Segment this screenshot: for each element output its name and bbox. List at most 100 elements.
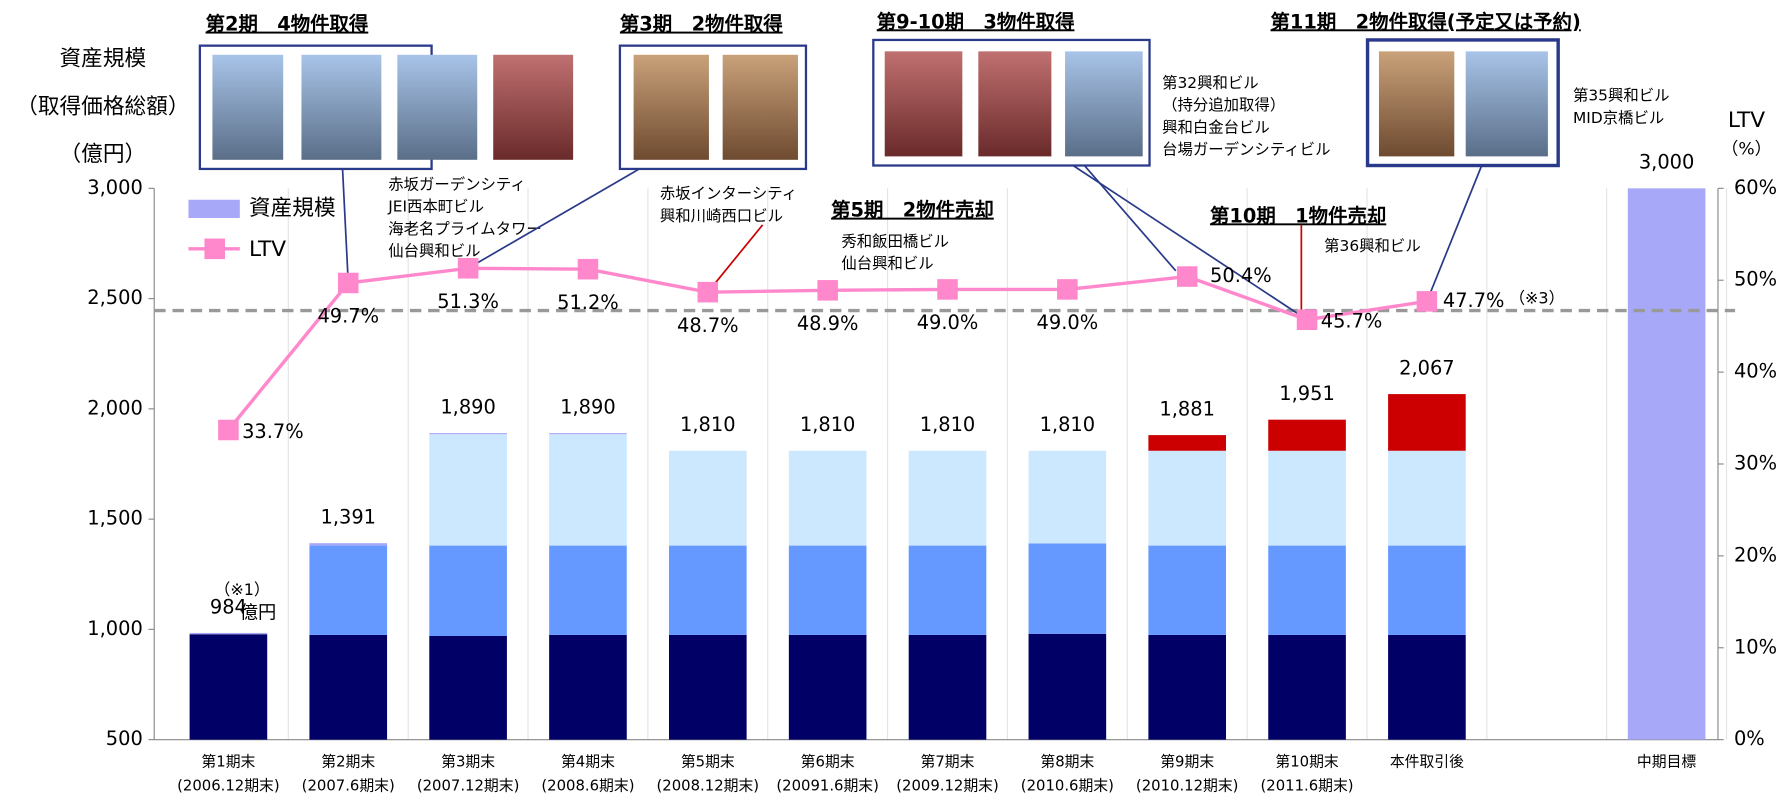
annotation-title: 第10期 1物件売却 [1210, 204, 1386, 227]
x-tick-sublabel: (2006.12期末) [177, 777, 280, 794]
x-tick-sublabel: (2008.6期末) [541, 777, 634, 794]
bar-segment [1028, 543, 1107, 634]
ltv-label: 49.7% [317, 305, 379, 328]
x-tick-sublabel: (2010.6期末) [1021, 777, 1114, 794]
total-label: 2,067 [1399, 356, 1455, 379]
x-tick-label: 第7期末 [921, 752, 975, 770]
connector [1426, 165, 1483, 302]
ltv-label: 48.7% [677, 314, 739, 337]
bar-segment [1627, 188, 1706, 740]
total-label: 1,810 [920, 413, 976, 436]
x-tick-label: 中期目標 [1637, 753, 1696, 770]
bar-segment [1268, 545, 1346, 635]
y2-axis-title: （%） [1721, 140, 1771, 160]
ltv-label: 47.7% [1443, 289, 1505, 312]
annotation-title: 第9-10期 3物件取得 [877, 10, 1075, 33]
bar-segment [429, 433, 507, 435]
ltv-label: 48.9% [797, 312, 859, 335]
x-tick-label: 第8期末 [1040, 752, 1094, 770]
annotation-line: 赤坂ガーデンシティ [388, 174, 526, 193]
x-tick-sublabel: (2008.12期末) [657, 777, 760, 794]
y2-tick-label: 60% [1734, 176, 1777, 199]
bar-segment [309, 545, 388, 635]
annotation-line: 第36興和ビル [1324, 237, 1421, 255]
total-label: 1,951 [1279, 382, 1335, 405]
bar-segment [908, 634, 987, 740]
x-tick-label: 第6期末 [801, 752, 855, 770]
x-tick-sublabel: (20091.6期末) [776, 777, 879, 794]
x-tick-label: 第5期末 [681, 752, 735, 770]
bar-segment [1148, 435, 1227, 451]
annotation-line: JEI西本町ビル [387, 198, 484, 216]
bar-segment [1028, 450, 1107, 544]
y-axis-title: （取得価格総額） [16, 94, 189, 119]
bar-segment [549, 634, 627, 740]
bar-segment [189, 632, 268, 635]
bar-segment [788, 545, 867, 635]
y-tick-label: 3,000 [87, 176, 143, 199]
annotation-line: 海老名プライムタワー [388, 220, 542, 238]
ltv-marker [697, 281, 719, 303]
legend-label: 資産規模 [249, 196, 336, 221]
bar-segment [1388, 634, 1466, 740]
annotation-line: 仙台興和ビル [388, 242, 480, 260]
photo-box-extra [397, 54, 478, 160]
ltv-note: （※3） [1509, 289, 1564, 308]
annotation-line: 第32興和ビル [1162, 74, 1259, 92]
annotation-line: MID京橋ビル [1573, 109, 1664, 127]
ltv-label: 49.0% [917, 311, 979, 334]
bar-segment [1148, 450, 1227, 546]
bar-segment [1388, 394, 1466, 451]
ltv-marker [1057, 279, 1078, 300]
ltv-marker [937, 279, 958, 300]
y2-tick-label: 30% [1734, 451, 1777, 474]
bar-segment [549, 433, 627, 435]
legend: 資産規模 LTV [188, 196, 336, 262]
ltv-marker [457, 258, 479, 279]
ltv-marker [1176, 266, 1198, 287]
y2-tick-label: 20% [1734, 543, 1777, 566]
x-tick-label: 第2期末 [321, 752, 375, 770]
annotation-line: （持分追加取得） [1162, 96, 1285, 114]
ltv-marker [1416, 291, 1438, 312]
y2-tick-label: 10% [1734, 635, 1777, 658]
total-note: （※1） [214, 580, 269, 599]
bar-segment [668, 634, 747, 740]
photo [493, 54, 574, 160]
y-tick-label: 1,000 [87, 617, 143, 640]
bar-segment [908, 450, 987, 546]
y-tick-label: 2,000 [87, 396, 143, 419]
total-label: 1,810 [1040, 413, 1096, 436]
total-label: 3,000 [1639, 151, 1695, 174]
total-label: 1,810 [680, 413, 736, 436]
bar-segment [668, 545, 747, 635]
x-tick-sublabel: (2010.12期末) [1136, 777, 1239, 794]
ltv-label: 33.7% [242, 420, 304, 443]
bar-segment [1268, 419, 1346, 451]
total-unit: 億円 [240, 603, 277, 624]
ltv-label: 50.4% [1210, 264, 1272, 287]
bar-segment [309, 543, 388, 546]
bar-segment [549, 434, 627, 546]
x-tick-label: 第9期末 [1160, 752, 1214, 770]
bar-segment [309, 634, 388, 740]
bar-segment [1388, 450, 1466, 546]
annotation-line: 秀和飯田橋ビル [841, 232, 949, 250]
annotation-title: 第2期 4物件取得 [206, 13, 369, 36]
photo-box [198, 38, 1560, 171]
ltv-label: 51.2% [557, 291, 619, 314]
y2-tick-label: 40% [1734, 360, 1777, 383]
y2-tick-label: 50% [1734, 268, 1777, 291]
connector [707, 224, 764, 293]
annotation-title: 第3期 2物件取得 [620, 13, 783, 36]
annotation-line: 第35興和ビル [1573, 86, 1670, 104]
bar-segment [1028, 633, 1107, 740]
y-axis-title: 資産規模 [60, 46, 147, 71]
annotation-line: 興和白金台ビル [1162, 118, 1270, 136]
total-label: 1,890 [560, 396, 616, 419]
total-label: 984 [210, 595, 247, 618]
x-tick-label: 第1期末 [201, 752, 255, 770]
legend-swatch [204, 238, 225, 260]
connector [1083, 164, 1177, 272]
